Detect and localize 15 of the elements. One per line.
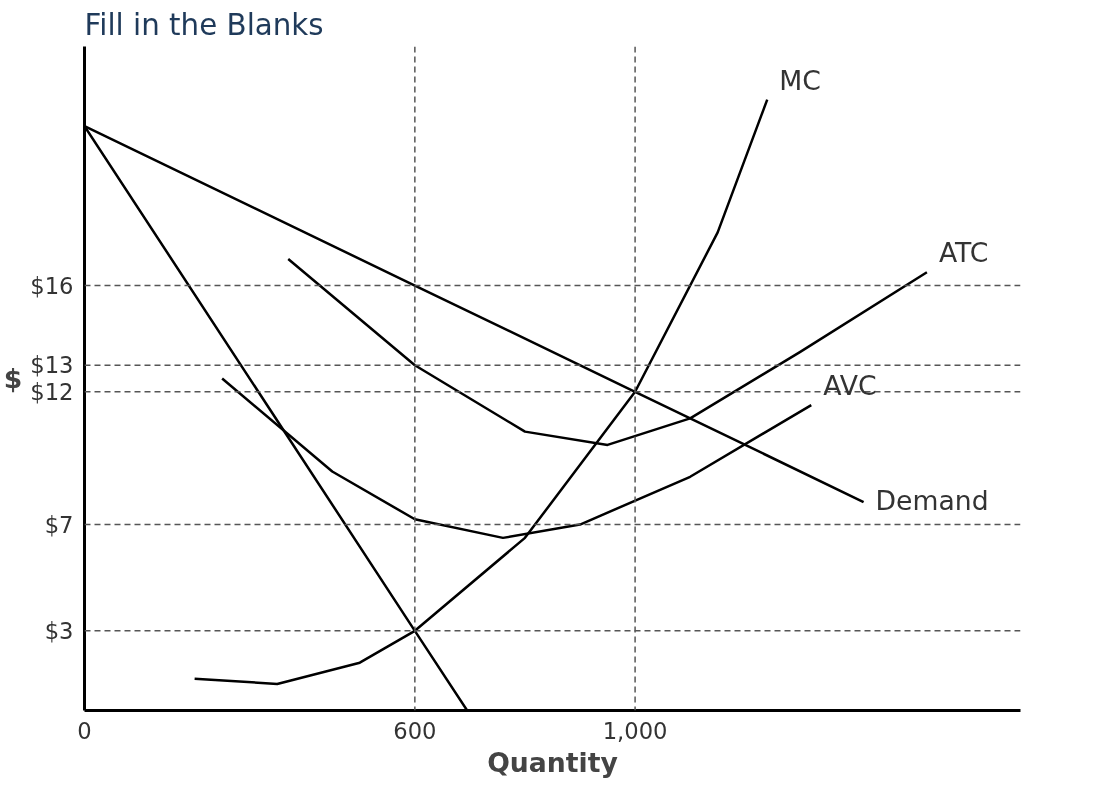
series-label: MC — [779, 64, 821, 96]
y-tick-label: $16 — [30, 272, 74, 299]
chart-title: Fill in the Blanks — [84, 7, 324, 42]
x-axis-title: Quantity — [487, 746, 618, 778]
series-label: Demand — [875, 485, 989, 516]
y-tick-label: $13 — [30, 352, 74, 379]
series-label: AVC — [823, 370, 877, 402]
y-tick-label: $7 — [44, 511, 74, 538]
series-label: ATC — [938, 237, 989, 269]
x-tick-label: 600 — [393, 717, 437, 744]
y-axis-title: $ — [3, 363, 23, 394]
y-tick-label: $12 — [30, 378, 74, 405]
x-tick-label: 1,000 — [602, 717, 668, 744]
y-tick-label: $3 — [44, 617, 74, 644]
x-tick-label: 0 — [77, 717, 92, 744]
